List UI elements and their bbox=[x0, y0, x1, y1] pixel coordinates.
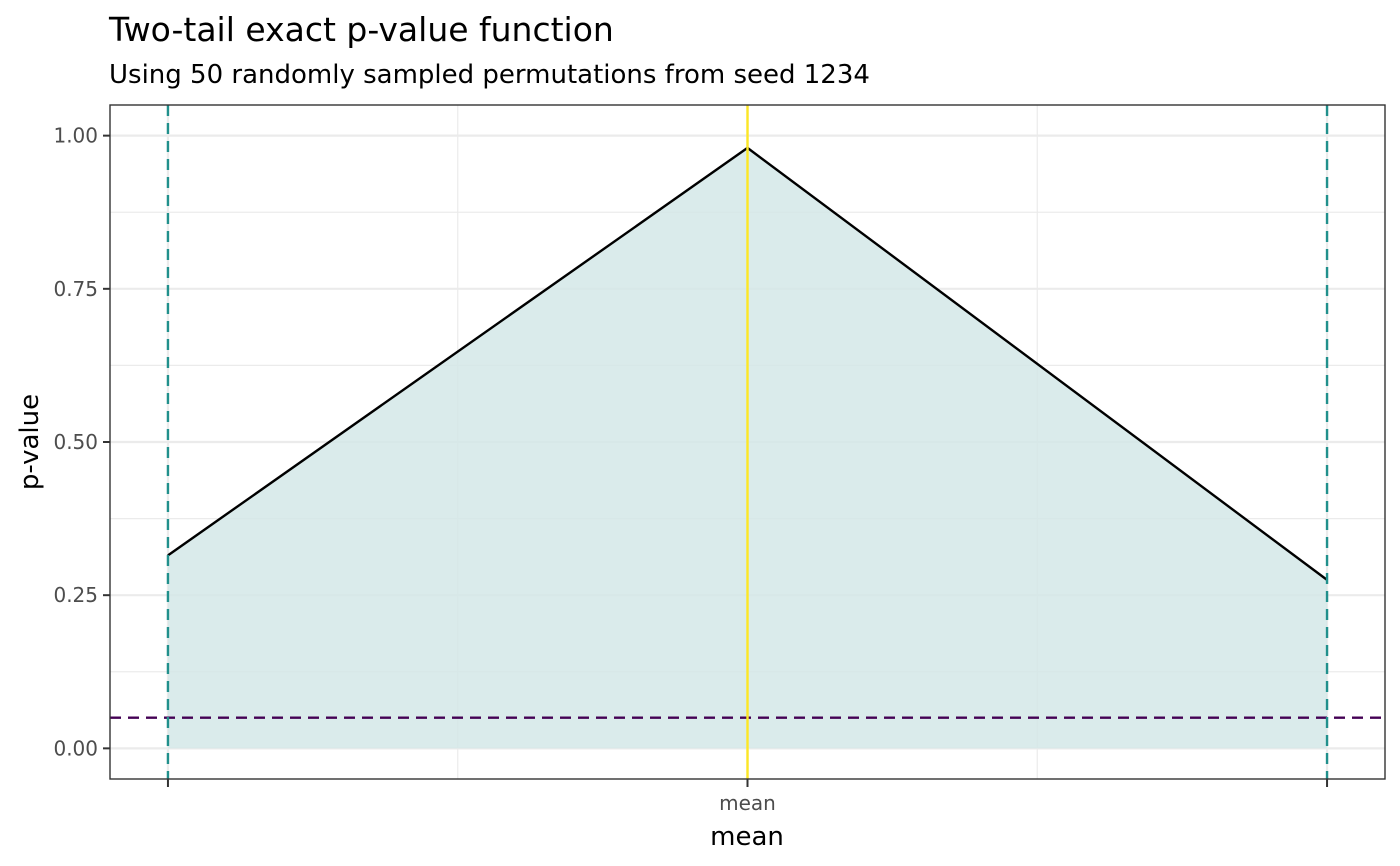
y-tick-label: 0.25 bbox=[53, 583, 98, 607]
chart-subtitle: Using 50 randomly sampled permutations f… bbox=[109, 60, 870, 90]
y-tick-label: 1.00 bbox=[53, 124, 98, 148]
y-tick-label: 0.50 bbox=[53, 430, 98, 454]
y-axis-title: p-value bbox=[15, 394, 45, 490]
y-tick-label: 0.00 bbox=[53, 736, 98, 760]
chart-title: Two-tail exact p-value function bbox=[108, 10, 614, 49]
plot-area: 0.00 0.25 0.50 0.75 1.00 mean bbox=[53, 104, 1386, 815]
x-axis-title: mean bbox=[710, 822, 784, 852]
x-tick-label: mean bbox=[719, 791, 776, 815]
y-tick-label: 0.75 bbox=[53, 277, 98, 301]
